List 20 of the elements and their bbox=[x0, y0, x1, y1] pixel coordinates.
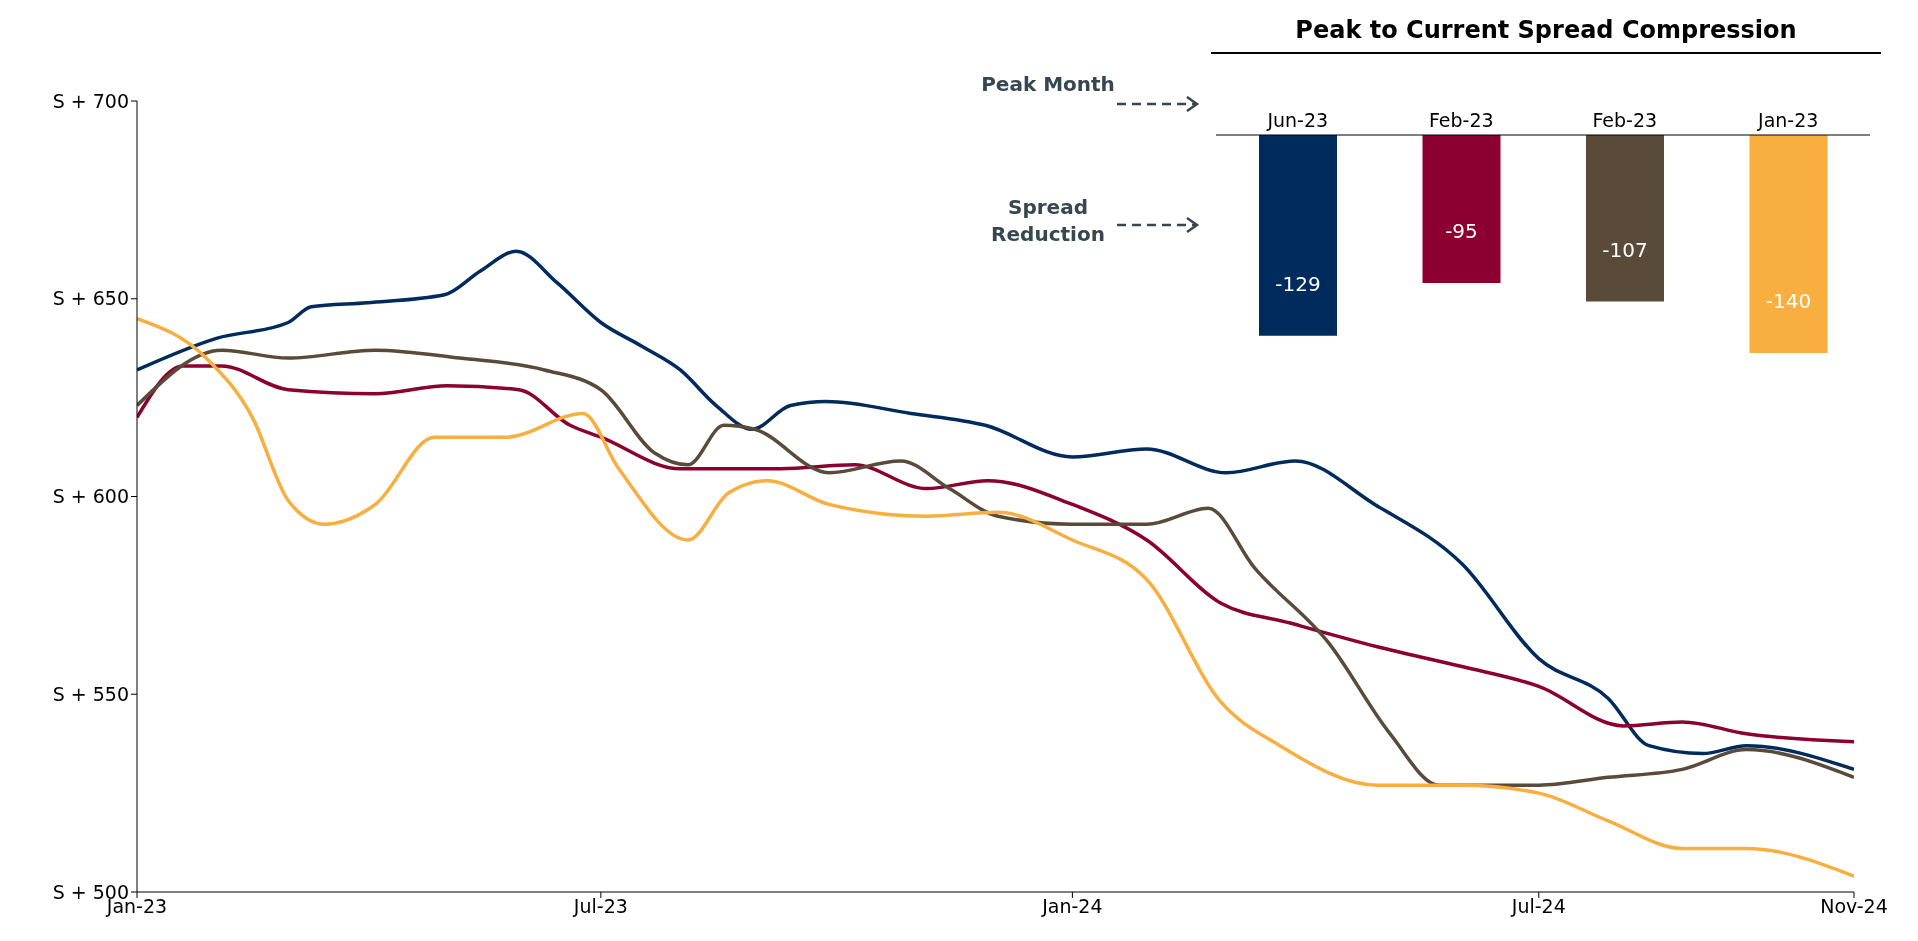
x-tick-label: Feb-23 bbox=[1592, 109, 1658, 131]
text: Peak Month bbox=[980, 71, 1116, 98]
y-tick-label: S + 700 bbox=[52, 89, 129, 112]
x-tick-label: Jun-23 bbox=[1266, 109, 1329, 131]
data-label: -95 bbox=[1445, 218, 1478, 243]
y-tick-label: S + 600 bbox=[52, 485, 129, 508]
data-label: -129 bbox=[1275, 271, 1321, 296]
x-tick-label: Jan-23 bbox=[1757, 109, 1819, 131]
annotation: Spread Reduction bbox=[990, 194, 1106, 248]
line-series bbox=[137, 316, 1854, 878]
x-tick-label: Jul-23 bbox=[572, 895, 628, 918]
x-tick-label: Jul-24 bbox=[1510, 895, 1566, 918]
x-tick-label: Jan-24 bbox=[1041, 895, 1103, 918]
y-tick-label: S + 550 bbox=[52, 682, 129, 705]
data-label: -140 bbox=[1765, 289, 1812, 313]
chart-title: Peak to Current Spread Compression bbox=[1211, 16, 1881, 54]
x-tick-label: Feb-23 bbox=[1428, 109, 1494, 131]
data-label: -107 bbox=[1602, 237, 1648, 262]
x-tick-label: Nov-24 bbox=[1820, 895, 1888, 918]
y-tick-label: S + 650 bbox=[52, 287, 129, 310]
